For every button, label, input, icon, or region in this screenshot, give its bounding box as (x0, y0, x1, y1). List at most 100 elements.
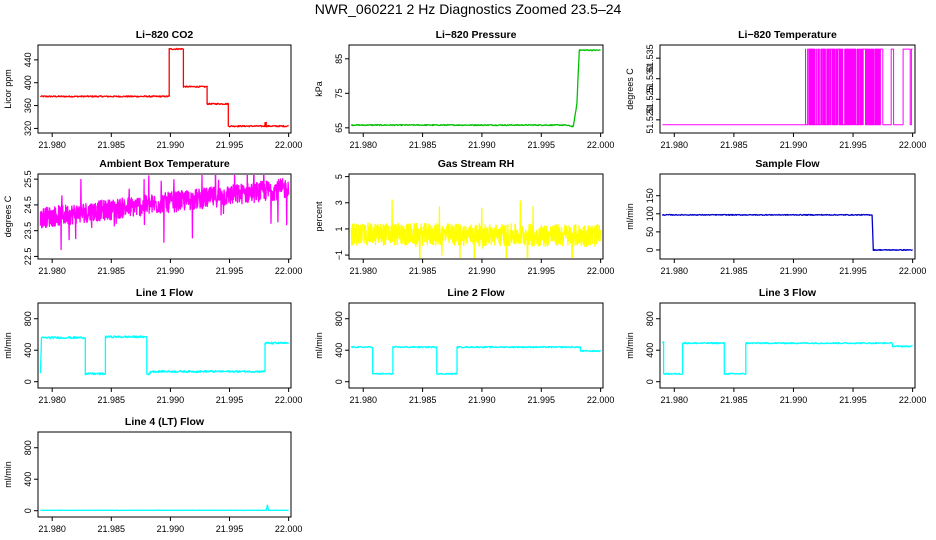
panel-0: Li−820 CO2 21.980 21.985 21.990 21.995 22.000… (3, 29, 302, 150)
y-tick-label: 0 (334, 379, 344, 384)
y-tick-label: 65 (334, 123, 344, 133)
plot-frame (659, 173, 916, 260)
x-tick-label: 21.990 (157, 266, 185, 276)
x-tick-label: 21.995 (839, 395, 867, 405)
x-tick-label: 21.990 (780, 266, 808, 276)
series-line (39, 47, 290, 128)
series-line (39, 335, 290, 376)
x-tick-label: 21.995 (839, 266, 867, 276)
x-tick-label: 21.990 (780, 140, 808, 150)
series-line (661, 213, 914, 252)
panel-9: Line 4 (LT) Flow 21.980 21.985 21.990 21.995… (3, 416, 302, 534)
y-tick-label: 5 (334, 174, 344, 179)
y-tick-label: 400 (645, 343, 655, 358)
series-line (350, 49, 601, 128)
x-tick-label: 21.985 (720, 140, 748, 150)
x-tick-label: 22.000 (275, 266, 303, 276)
x-tick-label: 22.000 (587, 395, 615, 405)
y-tick-label: 51.530 (645, 65, 655, 93)
x-tick-label: 22.000 (899, 266, 927, 276)
y-tick-label: 51.520 (645, 106, 655, 134)
x-tick-label: 22.000 (275, 524, 303, 534)
panel-2: Li−820 Temperature 21.980 21.985 21.990 21.9… (625, 29, 926, 150)
y-axis-label: degrees C (625, 68, 635, 110)
y-axis-label: kPa (314, 81, 324, 97)
x-tick-label: 21.990 (468, 395, 496, 405)
x-tick-label: 21.980 (38, 140, 66, 150)
y-tick-label: 75 (334, 88, 344, 98)
x-tick-label: 21.995 (528, 395, 556, 405)
plot-frame (37, 302, 292, 389)
plot-frame (37, 44, 292, 134)
x-tick-label: 21.985 (98, 140, 126, 150)
panel-7: Line 2 Flow 21.980 21.985 21.990 21.995 22.00… (314, 287, 614, 405)
x-tick-label: 22.000 (275, 140, 303, 150)
panel-title: Line 1 Flow (136, 287, 194, 299)
x-tick-label: 21.990 (468, 140, 496, 150)
panel-title: Li−820 Pressure (436, 29, 517, 41)
y-tick-label: 24.5 (23, 196, 33, 214)
panel-title: Li−820 CO2 (136, 29, 194, 41)
x-tick-label: 21.985 (98, 524, 126, 534)
x-tick-label: 22.000 (587, 140, 615, 150)
x-tick-label: 21.980 (661, 140, 689, 150)
panel-title: Li−820 Temperature (738, 29, 837, 41)
y-tick-label: 800 (23, 311, 33, 326)
y-tick-label: 800 (23, 440, 33, 455)
panel-4: Gas Stream RH 21.980 21.985 21.990 21.995 22.… (314, 158, 614, 276)
panel-1: Li−820 Pressure 21.980 21.985 21.990 21.995 2… (314, 29, 614, 150)
x-tick-label: 21.980 (661, 395, 689, 405)
y-tick-label: 23.5 (23, 222, 33, 240)
y-tick-label: 0 (23, 508, 33, 513)
y-tick-label: 440 (23, 52, 33, 67)
panel-5: Sample Flow 21.980 21.985 21.990 21.995 22.00… (625, 158, 926, 276)
y-tick-label: 1 (334, 226, 344, 231)
y-axis-label: ml/min (3, 461, 13, 488)
y-tick-label: 0 (645, 379, 655, 384)
y-tick-label: 400 (23, 75, 33, 90)
page-title: NWR_060221 2 Hz Diagnostics Zoomed 23.5–… (314, 1, 622, 17)
x-tick-label: 21.980 (349, 395, 377, 405)
x-tick-label: 21.980 (38, 266, 66, 276)
plot-frame (37, 431, 292, 518)
y-axis-label: degrees C (3, 195, 13, 237)
x-tick-label: 22.000 (899, 140, 927, 150)
panel-8: Line 3 Flow 21.980 21.985 21.990 21.995 22.00… (625, 287, 926, 405)
plot-frame (348, 173, 604, 260)
x-tick-label: 22.000 (899, 395, 927, 405)
panel-title: Line 2 Flow (447, 287, 505, 299)
y-tick-label: 85 (334, 54, 344, 64)
x-tick-label: 21.980 (661, 266, 689, 276)
x-tick-label: 21.990 (468, 266, 496, 276)
y-tick-label: 360 (23, 98, 33, 113)
x-tick-label: 21.990 (780, 395, 808, 405)
y-tick-label: 800 (645, 311, 655, 326)
series-line (661, 341, 913, 376)
x-tick-label: 21.990 (157, 395, 185, 405)
y-axis-label: ml/min (625, 203, 635, 230)
x-tick-label: 22.000 (275, 395, 303, 405)
panel-title: Sample Flow (755, 158, 820, 170)
y-tick-label: 400 (334, 343, 344, 358)
x-tick-label: 21.985 (720, 395, 748, 405)
plot-frame (659, 44, 916, 134)
x-tick-label: 21.995 (528, 266, 556, 276)
x-tick-label: 21.980 (38, 395, 66, 405)
x-tick-label: 21.995 (216, 266, 244, 276)
y-tick-label: 150 (645, 188, 655, 203)
series-line (662, 48, 913, 126)
panel-3: Ambient Box Temperature 21.980 21.985 21.99… (3, 158, 302, 276)
y-axis-label: ml/min (625, 332, 635, 359)
x-tick-label: 21.985 (98, 266, 126, 276)
x-tick-label: 21.985 (720, 266, 748, 276)
y-tick-label: 0 (23, 379, 33, 384)
series-line (350, 345, 602, 376)
x-tick-label: 21.995 (216, 524, 244, 534)
y-tick-label: 400 (23, 472, 33, 487)
series-line (40, 504, 289, 512)
x-tick-label: 21.995 (839, 140, 867, 150)
y-tick-label: 51.525 (645, 86, 655, 114)
plot-frame (348, 302, 604, 389)
y-tick-label: 400 (23, 343, 33, 358)
